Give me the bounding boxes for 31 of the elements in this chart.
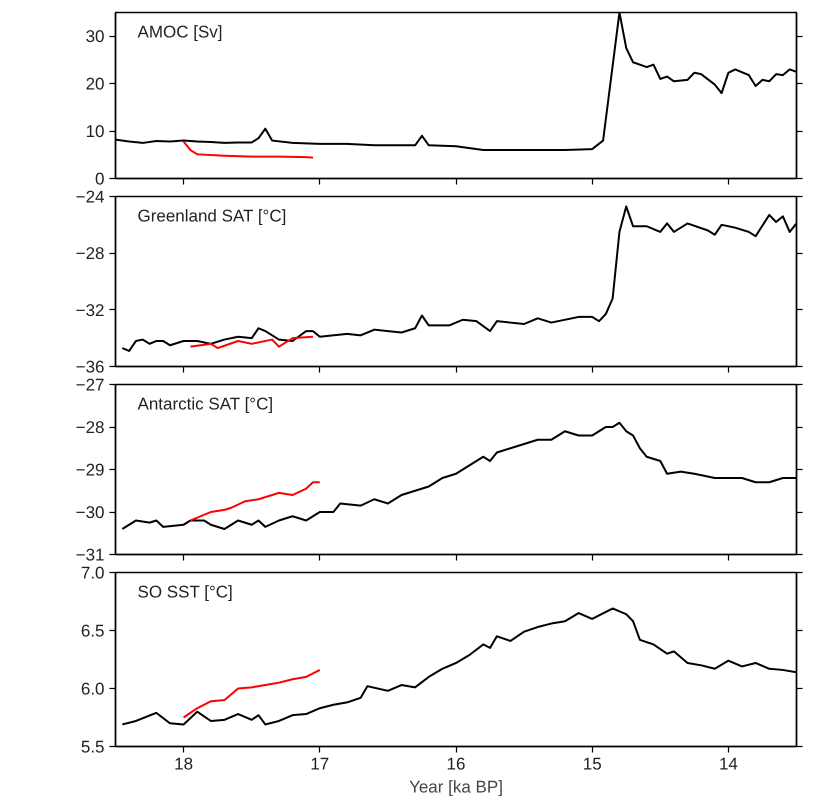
y-tick-label: −32 — [76, 300, 105, 320]
line-series — [182, 140, 314, 159]
y-tick-label: 5.5 — [80, 738, 105, 756]
x-tick-label: 18 — [174, 754, 194, 774]
y-tick-label: 30 — [86, 27, 105, 46]
y-tick-label: −36 — [76, 358, 105, 376]
annotation: SO SST [°C] — [138, 582, 233, 602]
annotation: AMOC [Sv] — [138, 22, 223, 42]
y-tick-label: −24 — [76, 188, 105, 206]
annotation: Greenland SAT [°C] — [138, 206, 286, 226]
line-series — [182, 668, 321, 718]
y-tick-label: −27 — [76, 376, 105, 394]
x-tick-label: 17 — [310, 754, 330, 774]
annotation: Antarctic SAT [°C] — [138, 394, 274, 414]
y-tick-label: 7.0 — [80, 564, 105, 582]
y-tick-label: −29 — [76, 460, 105, 480]
y-tick-label: 10 — [86, 122, 105, 142]
y-tick-label: 0 — [95, 170, 105, 188]
y-tick-label: −28 — [76, 418, 105, 437]
y-tick-label: 6.0 — [80, 680, 105, 698]
x-tick-label: 14 — [718, 754, 738, 774]
x-tick-label: 15 — [582, 754, 602, 774]
line-series — [189, 336, 314, 350]
y-tick-label: −31 — [76, 546, 105, 564]
y-tick-label: −28 — [76, 244, 105, 264]
x-axis-title: Year [ka BP] — [409, 778, 503, 796]
y-tick-label: 20 — [86, 74, 105, 94]
x-tick-label: 16 — [446, 754, 466, 774]
y-tick-label: 6.5 — [80, 622, 105, 640]
line-series — [189, 481, 321, 522]
y-tick-label: −30 — [76, 503, 105, 522]
